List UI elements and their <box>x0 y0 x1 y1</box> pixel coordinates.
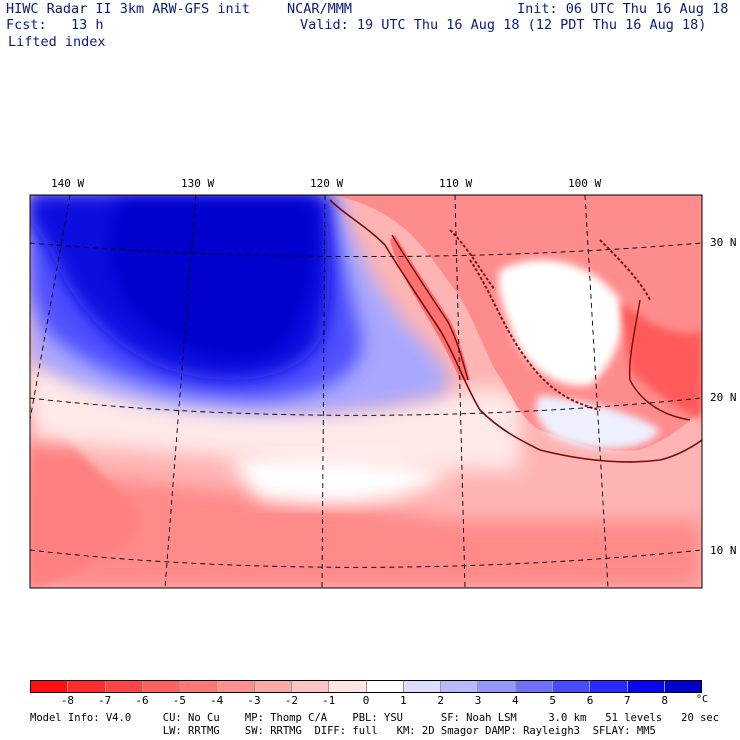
lon-label-100w: 100 W <box>568 177 602 190</box>
colorbar-cell <box>104 681 142 692</box>
colorbar-cell <box>216 681 254 692</box>
lat-label-20n: 20 N <box>710 391 737 404</box>
colorbar-cell <box>253 681 291 692</box>
plateau-white <box>498 260 623 386</box>
pacific-coastline <box>329 199 702 463</box>
colorbar-cell <box>440 681 478 692</box>
colorbar-tick-label: -2 <box>284 694 298 707</box>
colorbar-tick-label: -6 <box>135 694 149 707</box>
colorbar-unit: °C <box>696 694 709 705</box>
colorbar-tick-label: -1 <box>322 694 336 707</box>
colorbar-tick-label: 4 <box>512 694 519 707</box>
forecast-hour: Fcst: 13 h <box>6 17 104 33</box>
colorbar-cell <box>514 681 552 692</box>
model-title: HIWC Radar II 3km ARW-GFS init <box>6 1 250 17</box>
colorbar-cell <box>31 681 68 692</box>
colorbar-tick-label: 7 <box>624 694 631 707</box>
south-unstable-band <box>30 470 702 588</box>
baja-peninsula <box>390 235 470 380</box>
colorbar-tick-label: 8 <box>661 694 668 707</box>
colorbar-tick-label: 6 <box>586 694 594 707</box>
colorbar-tick-label: 0 <box>362 694 370 707</box>
lon-label-110w: 110 W <box>439 177 473 190</box>
colorbar-tick-label: 1 <box>400 694 407 707</box>
colorbar-cell <box>365 681 403 692</box>
colorbar-cell <box>402 681 441 692</box>
colorbar-cell <box>141 681 180 692</box>
colorbar-tick-label: 5 <box>549 694 556 707</box>
lat-label-30n: 30 N <box>710 236 737 249</box>
colorbar-tick-label: -5 <box>172 694 186 707</box>
terrain-contours <box>449 229 651 411</box>
lon-label-140w: 140 W <box>51 177 85 190</box>
colorbar-cell <box>179 681 217 692</box>
map-frame <box>29 194 703 589</box>
lon-label-120w: 120 W <box>310 177 344 190</box>
lon-label-130w: 130 W <box>181 177 215 190</box>
colorbar-cell <box>551 681 590 692</box>
baja-coastline <box>391 234 469 381</box>
lat-label-10n: 10 N <box>710 544 737 557</box>
colorbar-cell <box>67 681 105 692</box>
colorbar-tick-label: -7 <box>98 694 112 707</box>
gulf-red <box>620 300 702 420</box>
colorbar-cell <box>663 681 702 692</box>
footer-model-info: Model Info: V4.0 CU: No Cu MP: Thomp C/A… <box>30 712 720 724</box>
colorbar-tick-label: 3 <box>474 694 482 707</box>
colorbar-cell <box>589 681 627 692</box>
colorbar-tick-label: -3 <box>247 694 261 707</box>
white-patch <box>230 455 450 504</box>
colorbar-tick-label: -4 <box>210 694 224 707</box>
colorbar <box>30 680 702 693</box>
west-red-zone <box>30 410 140 588</box>
init-time: Init: 06 UTC Thu 16 Aug 18 <box>517 1 729 17</box>
map-fields <box>30 195 702 588</box>
field-name: Lifted index <box>8 34 106 50</box>
colorbar-tick-label: 2 <box>437 694 444 707</box>
core-blue-field <box>109 200 316 359</box>
neutral-band <box>30 360 520 470</box>
valid-time: Valid: 19 UTC Thu 16 Aug 18 (12 PDT Thu … <box>300 17 707 33</box>
colorbar-cell <box>626 681 664 692</box>
gulf-coastline <box>628 299 691 421</box>
org-label: NCAR/MMM <box>287 1 353 17</box>
colorbar-cell <box>290 681 329 692</box>
colorbar-cell <box>477 681 515 692</box>
colorbar-cell <box>328 681 366 692</box>
colorbar-tick-label: -8 <box>60 694 74 707</box>
footer-physics-info: LW: RRTMG SW: RRTMG DIFF: full KM: 2D Sm… <box>30 725 656 737</box>
lat-lon-grid <box>30 195 702 588</box>
